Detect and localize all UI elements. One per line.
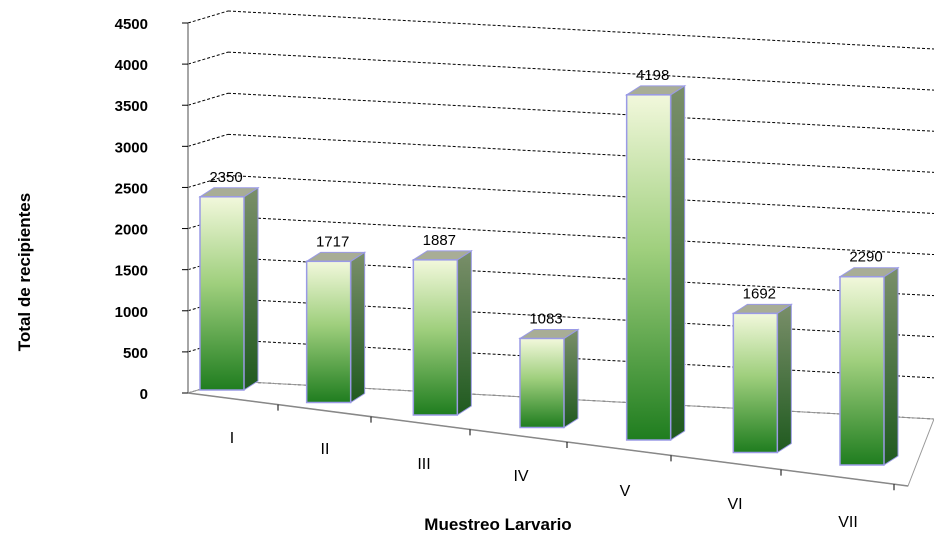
y-axis-title: Total de recipientes <box>15 193 34 351</box>
gridline-side <box>187 133 229 147</box>
y-tick-label: 4500 <box>115 16 148 33</box>
bar <box>839 275 885 466</box>
gridline <box>227 133 934 173</box>
gridline <box>227 51 934 91</box>
data-label: 1717 <box>316 233 349 250</box>
bar-side <box>563 328 579 429</box>
x-axis-title: Muestreo Larvario <box>424 515 571 534</box>
bar-side <box>776 303 792 454</box>
y-tick-label: 0 <box>140 386 148 403</box>
gridline-side <box>187 92 229 106</box>
data-label: 4198 <box>636 67 669 84</box>
data-label: 1887 <box>423 232 456 249</box>
data-label: 1083 <box>529 310 562 327</box>
y-tick-label: 1500 <box>115 263 148 280</box>
gridline <box>227 92 934 132</box>
bar <box>305 260 352 404</box>
bar-side <box>883 266 899 466</box>
gridline <box>227 10 934 50</box>
bar-side <box>243 186 259 391</box>
gridline <box>227 174 934 214</box>
y-tick-label: 500 <box>123 345 148 362</box>
bar-side <box>456 249 472 416</box>
x-tick-label: V <box>620 483 631 500</box>
gridline-side <box>187 10 229 24</box>
y-tick-label: 1000 <box>115 304 148 321</box>
gridline <box>227 216 934 256</box>
gridline-side <box>187 51 229 65</box>
x-axis-line <box>187 392 909 487</box>
y-tick-label: 3000 <box>115 139 148 156</box>
x-tick-label: III <box>417 456 430 473</box>
x-tick-label: VI <box>727 496 742 513</box>
labels: 0 500 1000 1500 2000 2500 3000 3500 4000 4500 2350… <box>115 16 883 531</box>
x-tick-label: IV <box>513 468 528 485</box>
y-tick-label: 4000 <box>115 57 148 74</box>
data-label: 2290 <box>849 249 882 266</box>
x-tick-label: VII <box>838 514 858 531</box>
data-label: 1692 <box>743 285 776 302</box>
bar-side <box>670 84 686 441</box>
x-tick-label: I <box>230 430 234 447</box>
x-tick-label: II <box>321 441 330 458</box>
gridline-side <box>187 174 229 188</box>
bar <box>412 259 459 416</box>
y-tick-label: 2000 <box>115 222 148 239</box>
bars <box>198 84 900 466</box>
bar <box>625 94 672 441</box>
bar <box>199 196 245 391</box>
bar-side <box>350 251 366 404</box>
y-tick-label: 2500 <box>115 180 148 197</box>
data-label: 2350 <box>209 169 242 186</box>
bar <box>732 312 779 454</box>
bar <box>519 337 565 429</box>
y-tick-label: 3500 <box>115 98 148 115</box>
